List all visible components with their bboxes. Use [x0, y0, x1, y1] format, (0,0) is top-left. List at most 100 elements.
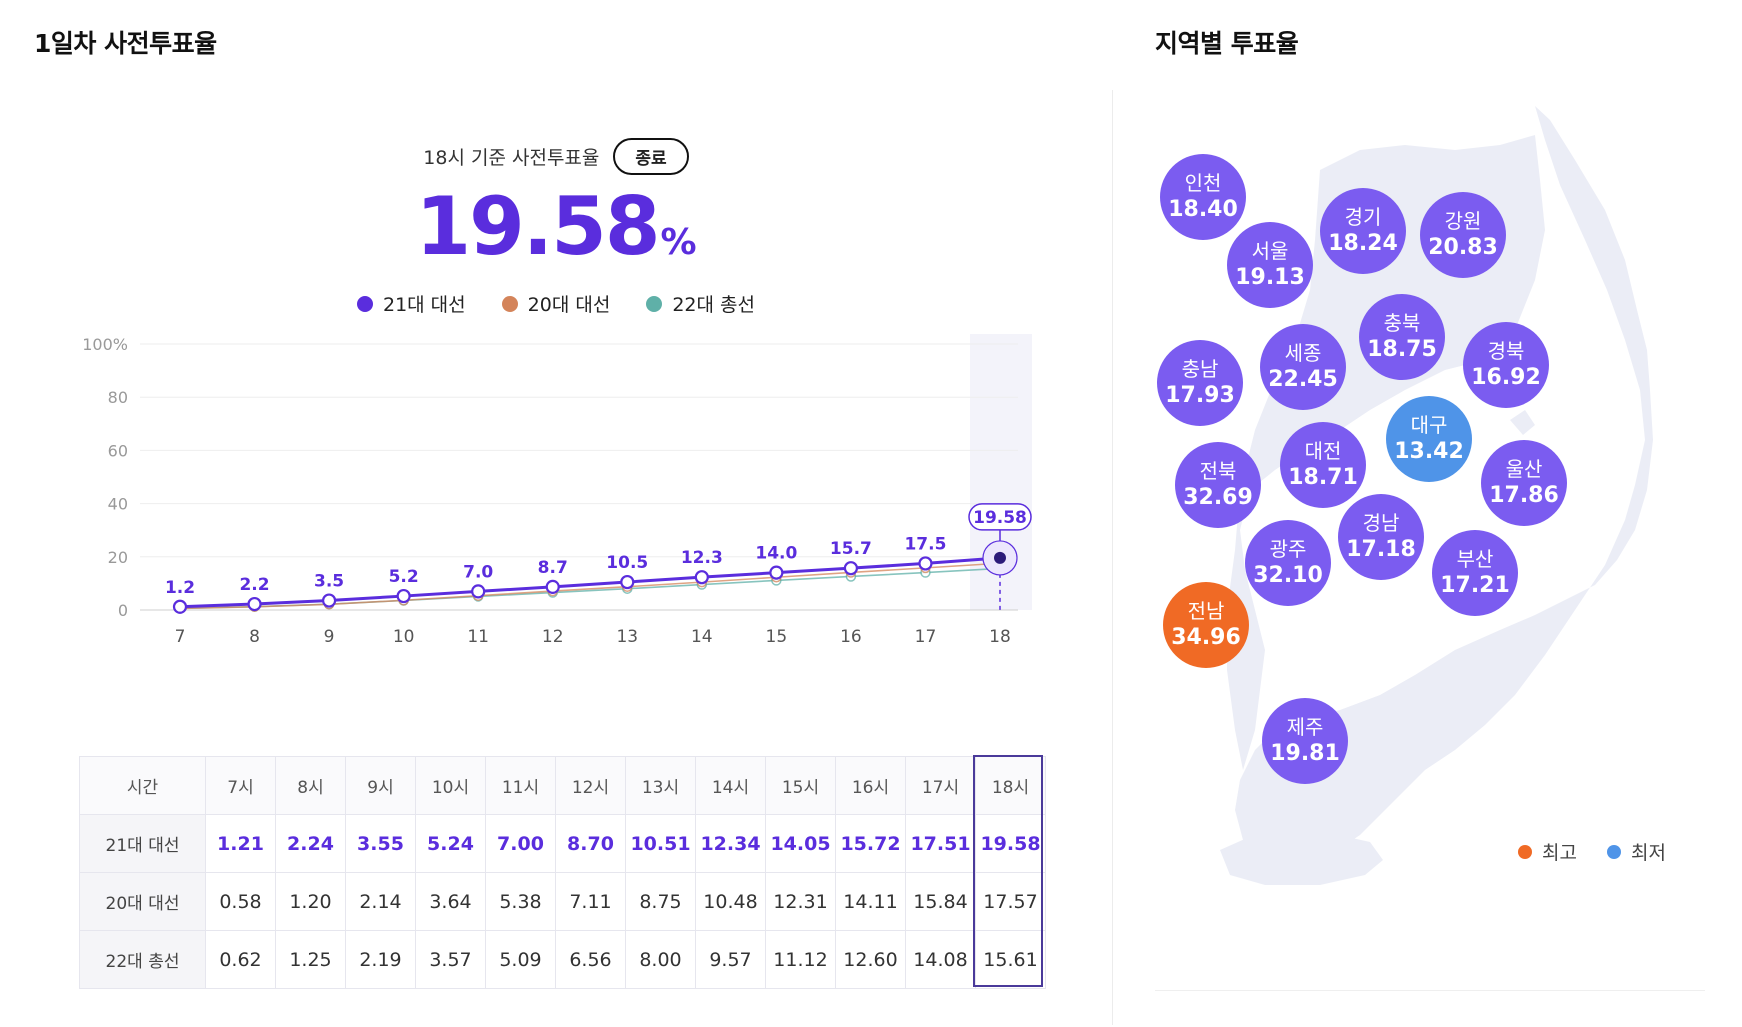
- region-turnout-title: 지역별 투표율: [1155, 29, 1299, 58]
- map-legend: 최고 최저: [1518, 838, 1666, 865]
- region-bubble[interactable]: 울산 17.86: [1481, 440, 1567, 526]
- x-tick-label: 12: [542, 627, 564, 647]
- table-cell: 2.19: [345, 930, 416, 989]
- legend-item-20[interactable]: 20대 대선: [501, 290, 610, 317]
- x-tick-label: 10: [393, 627, 415, 647]
- region-bubble[interactable]: 대전 18.71: [1280, 422, 1366, 508]
- series-point-0: [545, 579, 560, 594]
- table-header-hour: 7시: [205, 756, 276, 815]
- table-cell: 0.58: [205, 872, 276, 931]
- turnout-table: 시간 7시 8시 9시 10시 11시 12시 13시 14시 15시 16시 17시 18시 21대 …: [79, 756, 1046, 989]
- table-header-hour: 10시: [415, 756, 486, 815]
- legend-dot-22: [646, 295, 663, 312]
- table-cell: 9.57: [695, 930, 766, 989]
- table-header-hour: 8시: [275, 756, 346, 815]
- rate-value: 19.58: [415, 180, 660, 273]
- data-label: 1.2: [165, 578, 195, 598]
- x-tick-label: 17: [915, 627, 937, 647]
- region-name: 광주: [1269, 536, 1307, 561]
- table-row: 20대 대선 0.58 1.20 2.14 3.64 5.38 7.11 8.75 10.48 1…: [79, 872, 1046, 931]
- region-bubble[interactable]: 경남 17.18: [1338, 494, 1424, 580]
- region-value: 17.86: [1489, 482, 1559, 508]
- data-label: 5.2: [389, 567, 419, 587]
- region-bubble[interactable]: 제주 19.81: [1262, 698, 1348, 784]
- region-bubble[interactable]: 경북 16.92: [1463, 322, 1549, 408]
- table-cell: 7.11: [555, 872, 626, 931]
- bottom-divider: [1155, 990, 1705, 991]
- table-cell: 3.55: [345, 814, 416, 873]
- legend-item-22[interactable]: 22대 총선: [646, 290, 755, 317]
- region-bubble[interactable]: 광주 32.10: [1245, 520, 1331, 606]
- region-bubble[interactable]: 강원 20.83: [1420, 192, 1506, 278]
- data-label: 8.7: [538, 558, 568, 578]
- section-divider: [1112, 90, 1113, 1025]
- region-bubble[interactable]: 부산 17.21: [1432, 530, 1518, 616]
- table-cell: 0.62: [205, 930, 276, 989]
- region-bubble[interactable]: 인천 18.40: [1160, 154, 1246, 240]
- series-line-0: [179, 556, 1001, 609]
- region-bubble[interactable]: 전북 32.69: [1175, 442, 1261, 528]
- table-cell: 12.34: [695, 814, 766, 873]
- data-label: 17.5: [904, 534, 946, 554]
- region-bubble[interactable]: 경기 18.24: [1320, 188, 1406, 274]
- table-cell: 17.51: [905, 814, 976, 873]
- region-name: 부산: [1456, 546, 1494, 571]
- y-tick-label: 40: [108, 495, 128, 514]
- legend-item-21[interactable]: 21대 대선: [356, 290, 466, 317]
- table-cell: 8.00: [625, 930, 696, 989]
- data-label: 12.3: [681, 548, 723, 568]
- region-bubbles: 인천 18.40 경기 18.24 강원 20.83 서울 19.13 충북 18.75 충남 17.…: [1157, 90, 1742, 990]
- lowest-dot: [1606, 844, 1621, 859]
- region-value: 19.13: [1235, 264, 1305, 290]
- region-value: 18.75: [1367, 336, 1437, 362]
- region-name: 경북: [1487, 338, 1525, 363]
- turnout-table-wrap: 시간 7시 8시 9시 10시 11시 12시 13시 14시 15시 16시 17시 18시 21대 …: [79, 756, 1046, 989]
- series-point-0: [694, 570, 709, 585]
- table-cell: 3.57: [415, 930, 486, 989]
- table-cell: 10.51: [625, 814, 696, 873]
- region-bubble[interactable]: 충남 17.93: [1157, 340, 1243, 426]
- current-rate: 19.58%: [0, 180, 1112, 273]
- table-header-hour: 12시: [555, 756, 626, 815]
- table-cell: 5.24: [415, 814, 486, 873]
- table-cell: 5.38: [485, 872, 556, 931]
- table-header-hour: 18시: [975, 756, 1046, 815]
- basis-row: 18시 기준 사전투표율 종료: [0, 138, 1112, 175]
- region-value: 32.69: [1183, 484, 1253, 510]
- region-bubble[interactable]: 세종 22.45: [1260, 324, 1346, 410]
- region-name: 세종: [1284, 340, 1322, 365]
- series-point-0: [769, 565, 784, 580]
- table-cell: 3.64: [415, 872, 486, 931]
- table-cell: 14.08: [905, 930, 976, 989]
- highlight-point: [994, 551, 1006, 564]
- region-name: 충북: [1383, 310, 1421, 335]
- table-cell: 2.24: [275, 814, 346, 873]
- region-bubble[interactable]: 서울 19.13: [1227, 222, 1313, 308]
- data-label: 7.0: [463, 562, 493, 582]
- turnout-title: 1일차 사전투표율: [34, 29, 217, 58]
- legend-label-22: 22대 총선: [672, 294, 755, 316]
- table-row-label: 22대 총선: [79, 930, 206, 989]
- y-tick-label: 60: [108, 441, 128, 460]
- region-name: 경기: [1344, 204, 1382, 229]
- region-value: 16.92: [1471, 364, 1541, 390]
- series-point-0: [918, 556, 933, 571]
- chart-legend: 21대 대선 20대 대선 22대 총선: [0, 290, 1112, 317]
- table-cell: 8.75: [625, 872, 696, 931]
- region-bubble[interactable]: 충북 18.75: [1359, 294, 1445, 380]
- highlight-label-box: [968, 503, 1032, 531]
- table-cell: 12.31: [765, 872, 836, 931]
- legend-lowest: 최저: [1606, 838, 1666, 865]
- rate-unit: %: [660, 222, 697, 263]
- table-cell: 8.70: [555, 814, 626, 873]
- y-tick-label: 80: [108, 388, 128, 407]
- table-cell: 15.84: [905, 872, 976, 931]
- table-cell: 1.21: [205, 814, 276, 873]
- region-bubble[interactable]: 대구 13.42: [1386, 396, 1472, 482]
- region-bubble[interactable]: 전남 34.96: [1163, 582, 1249, 668]
- region-name: 대구: [1410, 412, 1448, 437]
- y-tick-label: 100%: [82, 335, 128, 354]
- series-line-1: [179, 562, 1001, 610]
- data-label: 10.5: [606, 553, 648, 573]
- table-row-label: 21대 대선: [79, 814, 206, 873]
